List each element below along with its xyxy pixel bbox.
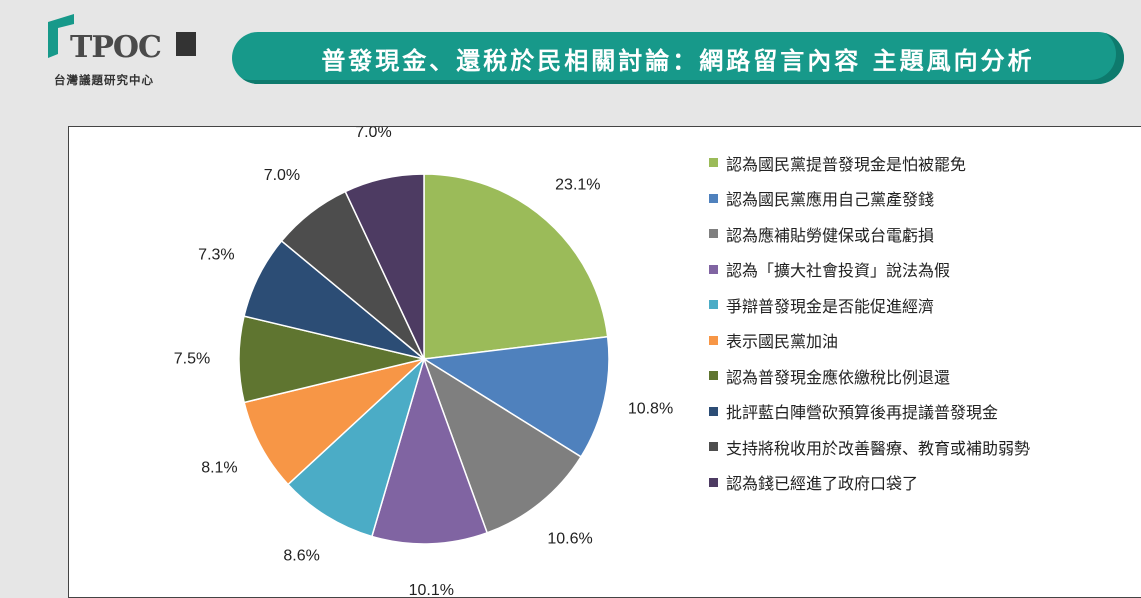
legend-item-8: 批評藍白陣營砍預算後再提議普發現金 [709, 394, 1030, 430]
legend-item-3: 認為應補貼勞健保或台電虧損 [709, 216, 1030, 252]
legend-swatch-10 [709, 477, 718, 487]
slice-value-label-2: 10.8% [628, 400, 673, 417]
chart-legend: 認為國民黨提普發現金是怕被罷免 認為國民黨應用自己黨產發錢 認為應補貼勞健保或台電虧… [709, 145, 1030, 500]
slice-value-label-6: 8.1% [201, 460, 237, 477]
legend-label-4: 認為「擴大社會投資」說法為假 [726, 261, 951, 281]
legend-item-9: 支持將稅收用於改善醫療、教育或補助弱勢 [709, 429, 1030, 465]
pie-chart: 23.1% 10.8% 10.6% 10.1% 8.6% 8.1% 7.5% 7.3% 7.0%… [174, 127, 673, 597]
legend-label-6: 表示國民黨加油 [726, 332, 839, 352]
pie-slice-3 [422, 357, 583, 534]
legend-label-2: 認為國民黨應用自己黨產發錢 [726, 190, 935, 210]
slice-value-label-3: 10.6% [547, 530, 592, 547]
pie-slice-6 [243, 357, 427, 486]
slice-value-label-7: 7.5% [174, 351, 210, 368]
legend-swatch-9 [709, 442, 718, 452]
legend-label-1: 認為國民黨提普發現金是怕被罷免 [726, 154, 967, 174]
pie-slice-10 [344, 173, 425, 360]
slice-value-label-5: 8.6% [283, 547, 319, 564]
slice-value-label-8: 7.3% [198, 247, 234, 264]
pie-slice-4 [370, 356, 489, 545]
legend-swatch-8 [709, 406, 718, 416]
legend-swatch-1 [709, 158, 718, 168]
legend-label-7: 認為普發現金應依繳稅比例退還 [726, 367, 951, 387]
legend-swatch-7 [709, 371, 718, 381]
pie-slice-1 [423, 173, 609, 360]
legend-swatch-3 [709, 229, 718, 239]
pie-slice-2 [421, 335, 610, 458]
legend-item-5: 爭辯普發現金是否能促進經濟 [709, 287, 1030, 323]
logo-subtitle: 台灣議題研究中心 [54, 73, 154, 87]
page-title: 普發現金、還稅於民相關討論：網路留言內容 主題風向分析 [232, 32, 1124, 84]
legend-label-10: 認為錢已經進了政府口袋了 [726, 474, 919, 494]
legend-swatch-2 [709, 193, 718, 203]
legend-label-8: 批評藍白陣營砍預算後再提議普發現金 [726, 403, 999, 423]
legend-swatch-6 [709, 335, 718, 345]
slice-value-label-9: 7.0% [264, 167, 300, 184]
pie-slice-5 [286, 356, 426, 538]
legend-item-6: 表示國民黨加油 [709, 323, 1030, 359]
chart-area: 23.1% 10.8% 10.6% 10.1% 8.6% 8.1% 7.5% 7.3% 7.0%… [68, 126, 1141, 598]
legend-item-4: 認為「擴大社會投資」說法為假 [709, 252, 1030, 288]
logo-text: TPOC [70, 30, 162, 65]
logo-emblem [176, 32, 196, 56]
legend-item-7: 認為普發現金應依繳稅比例退還 [709, 358, 1030, 394]
legend-label-5: 爭辯普發現金是否能促進經濟 [726, 296, 935, 316]
legend-item-1: 認為國民黨提普發現金是怕被罷免 [709, 145, 1030, 181]
tpoc-logo: TPOC 台灣議題研究中心 [44, 14, 204, 94]
legend-swatch-5 [709, 300, 718, 310]
legend-item-10: 認為錢已經進了政府口袋了 [709, 465, 1030, 501]
legend-swatch-4 [709, 264, 718, 274]
slice-value-label-10: 7.0% [355, 127, 391, 141]
legend-label-3: 認為應補貼勞健保或台電虧損 [726, 225, 935, 245]
logo-mark-icon [48, 14, 74, 58]
legend-item-2: 認為國民黨應用自己黨產發錢 [709, 181, 1030, 217]
legend-label-9: 支持將稅收用於改善醫療、教育或補助弱勢 [726, 438, 1031, 458]
slice-value-label-4: 10.1% [409, 582, 454, 597]
slice-value-label-1: 23.1% [555, 177, 600, 194]
